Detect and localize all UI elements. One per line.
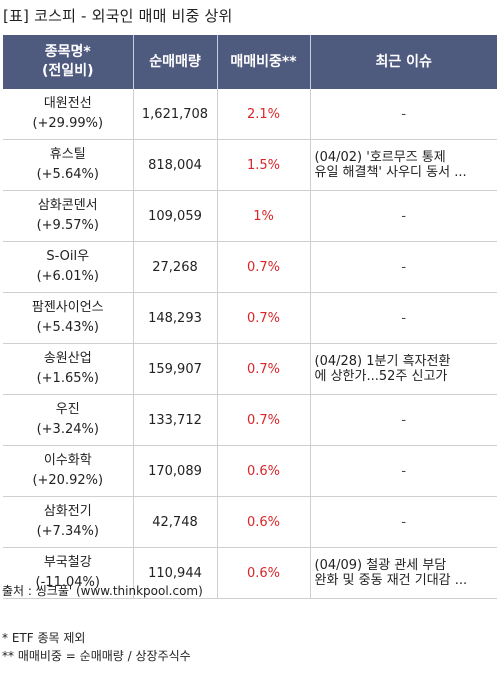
header-issue: 최근 이슈: [310, 35, 497, 89]
header-name-line2: (전일비): [42, 63, 94, 79]
stock-name: 이수화학: [43, 453, 92, 468]
stock-change: (+6.01%): [36, 269, 99, 284]
trade-ratio: 2.1%: [217, 89, 311, 140]
foreign-trading-table: 종목명* (전일비) 순매매량 매매비중** 최근 이슈 대원전선 (+29.99…: [3, 35, 497, 599]
table-row: S-Oil우 (+6.01%) 27,268 0.7% -: [3, 241, 497, 293]
stock-cell: 부국철강 (-11.04%): [3, 547, 134, 599]
recent-issue: -: [310, 190, 497, 242]
recent-issue: -: [310, 89, 497, 140]
trade-ratio: 0.6%: [217, 547, 311, 599]
stock-cell: 대원전선 (+29.99%): [3, 89, 134, 140]
stock-name: 우진: [55, 402, 80, 417]
table-row: 대원전선 (+29.99%) 1,621,708 2.1% -: [3, 89, 497, 140]
stock-cell: S-Oil우 (+6.01%): [3, 241, 134, 293]
issue-line2: 에 상한가...52주 신고가: [314, 369, 448, 384]
trade-ratio: 1.5%: [217, 139, 311, 191]
stock-cell: 팜젠사이언스 (+5.43%): [3, 292, 134, 344]
trade-ratio: 0.7%: [217, 394, 311, 446]
trade-ratio: 1%: [217, 190, 311, 242]
issue-line1: -: [401, 259, 407, 275]
stock-change: (+9.57%): [36, 218, 99, 233]
stock-change: (+1.65%): [36, 371, 99, 386]
net-volume: 818,004: [133, 139, 218, 191]
table-row: 삼화전기 (+7.34%) 42,748 0.6% -: [3, 496, 497, 548]
table-row: 부국철강 (-11.04%) 110,944 0.6% (04/09) 철광 관세 부담…: [3, 547, 497, 599]
stock-cell: 우진 (+3.24%): [3, 394, 134, 446]
stock-name: 팜젠사이언스: [31, 300, 104, 315]
net-volume: 1,621,708: [133, 89, 218, 140]
stock-name: 삼화콘덴서: [37, 198, 98, 213]
stock-change: (+5.64%): [36, 167, 99, 182]
issue-line2: 완화 및 중동 재건 기대감 ...: [314, 573, 468, 588]
trade-ratio: 0.6%: [217, 445, 311, 497]
recent-issue: -: [310, 496, 497, 548]
issue-line1: (04/02) '호르무즈 통제: [314, 150, 446, 165]
net-volume: 170,089: [133, 445, 218, 497]
table-row: 이수화학 (+20.92%) 170,089 0.6% -: [3, 445, 497, 497]
header-ratio: 매매비중**: [217, 35, 311, 89]
stock-change: (+20.92%): [32, 473, 104, 488]
recent-issue: -: [310, 445, 497, 497]
footnote-ratio: ** 매매비중 = 순매매량 / 상장주식수: [2, 649, 191, 663]
stock-name: 대원전선: [43, 96, 92, 111]
net-volume: 110,944: [133, 547, 218, 599]
stock-cell: 삼화콘덴서 (+9.57%): [3, 190, 134, 242]
header-name-line1: 종목명*: [44, 44, 91, 60]
issue-line1: (04/28) 1분기 흑자전환: [314, 354, 451, 369]
table-row: 우진 (+3.24%) 133,712 0.7% -: [3, 394, 497, 446]
issue-line2: 유일 해결책' 사우디 동서 ...: [314, 165, 467, 180]
net-volume: 42,748: [133, 496, 218, 548]
issue-line1: -: [401, 310, 407, 326]
table-row: 삼화콘덴서 (+9.57%) 109,059 1% -: [3, 190, 497, 242]
header-volume: 순매매량: [133, 35, 218, 89]
net-volume: 159,907: [133, 343, 218, 395]
issue-line1: -: [401, 412, 407, 428]
issue-line1: -: [401, 514, 407, 530]
table-row: 휴스틸 (+5.64%) 818,004 1.5% (04/02) '호르무즈 통제 유…: [3, 139, 497, 191]
stock-change: (+3.24%): [36, 422, 99, 437]
net-volume: 133,712: [133, 394, 218, 446]
source-note: 출처 : 씽크풀' (www.thinkpool.com): [2, 584, 203, 598]
stock-change: (-11.04%): [35, 575, 100, 590]
page-title: [표] 코스피 - 외국인 매매 비중 상위: [3, 7, 233, 25]
recent-issue: -: [310, 394, 497, 446]
trade-ratio: 0.6%: [217, 496, 311, 548]
footnote-etf: * ETF 종목 제외: [2, 631, 86, 645]
stock-change: (+29.99%): [32, 116, 104, 131]
net-volume: 27,268: [133, 241, 218, 293]
trade-ratio: 0.7%: [217, 343, 311, 395]
recent-issue[interactable]: (04/09) 철광 관세 부담 완화 및 중동 재건 기대감 ...: [310, 547, 497, 599]
stock-name: 부국철강: [43, 555, 92, 570]
stock-cell: 휴스틸 (+5.64%): [3, 139, 134, 191]
trade-ratio: 0.7%: [217, 241, 311, 293]
stock-change: (+5.43%): [36, 320, 99, 335]
trade-ratio: 0.7%: [217, 292, 311, 344]
net-volume: 109,059: [133, 190, 218, 242]
table-row: 송원산업 (+1.65%) 159,907 0.7% (04/28) 1분기 흑자전환 에…: [3, 343, 497, 395]
table-row: 팜젠사이언스 (+5.43%) 148,293 0.7% -: [3, 292, 497, 344]
issue-line1: -: [401, 463, 407, 479]
net-volume: 148,293: [133, 292, 218, 344]
stock-name: 휴스틸: [49, 147, 86, 162]
stock-name: 삼화전기: [43, 504, 92, 519]
recent-issue: -: [310, 241, 497, 293]
issue-line1: -: [401, 208, 407, 224]
stock-name: 송원산업: [43, 351, 92, 366]
stock-name: S-Oil우: [46, 249, 90, 264]
issue-line1: -: [401, 106, 407, 122]
issue-line1: (04/09) 철광 관세 부담: [314, 558, 447, 573]
stock-cell: 삼화전기 (+7.34%): [3, 496, 134, 548]
table-header-row: 종목명* (전일비) 순매매량 매매비중** 최근 이슈: [3, 35, 497, 89]
stock-cell: 이수화학 (+20.92%): [3, 445, 134, 497]
stock-cell: 송원산업 (+1.65%): [3, 343, 134, 395]
recent-issue: -: [310, 292, 497, 344]
recent-issue[interactable]: (04/28) 1분기 흑자전환 에 상한가...52주 신고가: [310, 343, 497, 395]
stock-change: (+7.34%): [36, 524, 99, 539]
header-name: 종목명* (전일비): [3, 35, 134, 89]
recent-issue[interactable]: (04/02) '호르무즈 통제 유일 해결책' 사우디 동서 ...: [310, 139, 497, 191]
